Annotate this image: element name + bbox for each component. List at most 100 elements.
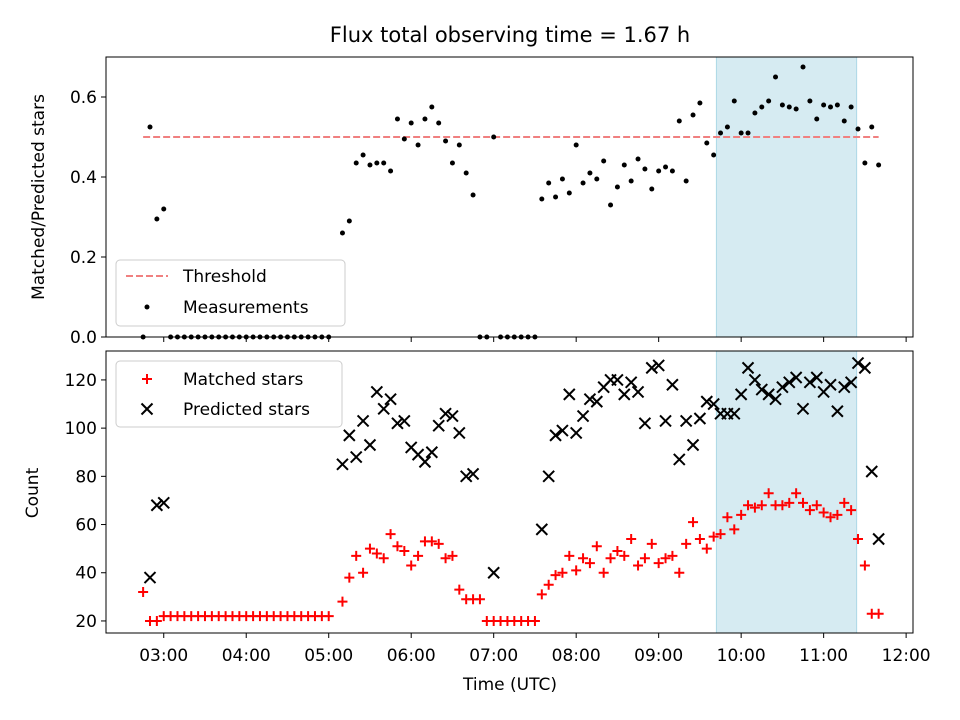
measurement-point [786,104,792,110]
matched-stars-point [598,567,609,578]
measurement-point [656,168,662,174]
top-y-tick-label: 0.0 [70,328,97,348]
matched-stars-point [701,543,712,554]
top-x-tick-marks [163,337,907,342]
predicted-legend-label: Predicted stars [183,400,310,420]
predicted-stars-point [624,376,638,389]
predicted-stars-point [686,438,700,452]
measurement-point [718,130,724,136]
predicted-stars-point [858,361,872,375]
measurement-point [443,138,449,144]
matched-stars-point [674,567,685,578]
bottom-y-tick-label: 60 [75,516,97,536]
predicted-stars-point [535,523,549,536]
predicted-stars-point [459,470,473,483]
matched-legend-label: Matched stars [183,370,303,390]
measurement-point [828,104,834,110]
matched-stars-point [474,594,485,605]
top-highlight-region [715,56,858,338]
bottom-legend-box [115,360,343,428]
predicted-stars-point [439,407,452,420]
predicted-stars-point [150,499,164,512]
matched-stars-point [633,560,644,571]
measurement-point [154,216,160,222]
chart-title: Flux total observing time = 1.67 h [330,23,690,47]
predicted-legend-swatch [140,402,154,416]
predicted-stars-point [343,429,356,442]
measurement-point [388,168,394,174]
matched-stars-point [811,500,822,511]
measurement-point [704,140,710,146]
matched-stars-point [784,497,795,508]
bottom-legend: Matched stars Predicted stars [115,360,343,428]
measurement-point [456,142,462,148]
matched-stars-point [578,553,589,564]
measurement-point [463,170,469,176]
predicted-stars-point [143,571,157,584]
top-y-axis-label: Matched/Predicted stars [29,94,49,300]
matched-stars-point [804,505,815,516]
predicted-stars-point [549,429,562,442]
matched-stars-point [426,536,437,547]
measurement-point [422,116,428,122]
predicted-stars-point [576,409,590,423]
bottom-y-tick-label: 100 [65,419,97,439]
predicted-stars-point [679,414,693,428]
predicted-stars-point [398,414,411,428]
predicted-stars-point [851,356,865,370]
predicted-stars-point [370,385,384,399]
matched-stars-point [749,502,760,513]
matched-stars-point [454,584,465,595]
predicted-stars-point [563,388,576,401]
predicted-stars-point [542,470,555,483]
measurement-point [876,162,882,168]
measurements-legend-swatch [144,304,150,310]
bottom-x-tick-label: 03:00 [139,646,188,666]
measurement-point [429,104,435,110]
matched-stars-point [859,560,870,571]
predicted-stars-point [611,373,624,387]
measurement-point [394,116,400,122]
matched-stars-point [591,541,602,552]
measurement-point [841,118,847,124]
predicted-stars-point [707,397,720,411]
predicted-stars-point [762,388,775,401]
measurement-point [374,160,380,166]
predicted-stars-point [336,458,349,471]
top-y-tick-label: 0.2 [70,248,97,268]
measurement-point [353,160,359,166]
bottom-x-tick-label: 12:00 [882,646,931,666]
measurement-point [724,124,730,130]
measurement-point [779,102,785,108]
measurement-point [381,160,387,166]
measurement-point [360,152,366,158]
measurement-point [601,158,607,164]
matched-stars-point [399,546,410,557]
measurement-point [711,152,717,158]
matched-stars-point [358,567,369,578]
predicted-stars-point [157,496,170,510]
top-panel: 0.0 0.2 0.4 0.6 Matched/Predicted stars Thr… [29,56,914,348]
measurement-point [339,230,345,236]
measurement-point [147,124,153,130]
measurement-point [367,162,373,168]
matched-stars-point [550,570,561,581]
predicted-stars-point [673,453,686,466]
predicted-stars-point [556,424,569,437]
predicted-stars-point [693,412,707,425]
measurement-point [759,104,765,110]
matched-stars-point [873,608,884,619]
matched-stars-point [667,550,678,561]
predicted-stars-point [432,419,445,432]
measurement-point [752,110,758,116]
predicted-stars-point [569,426,583,440]
predicted-stars-point [590,395,604,408]
matched-stars-point [364,543,375,554]
measurement-point [580,180,586,186]
matched-stars-point [378,553,389,564]
predicted-stars-point [487,566,500,579]
matched-stars-point [536,589,547,600]
bottom-x-tick-label: 08:00 [552,646,601,666]
bottom-x-tick-label: 07:00 [469,646,518,666]
